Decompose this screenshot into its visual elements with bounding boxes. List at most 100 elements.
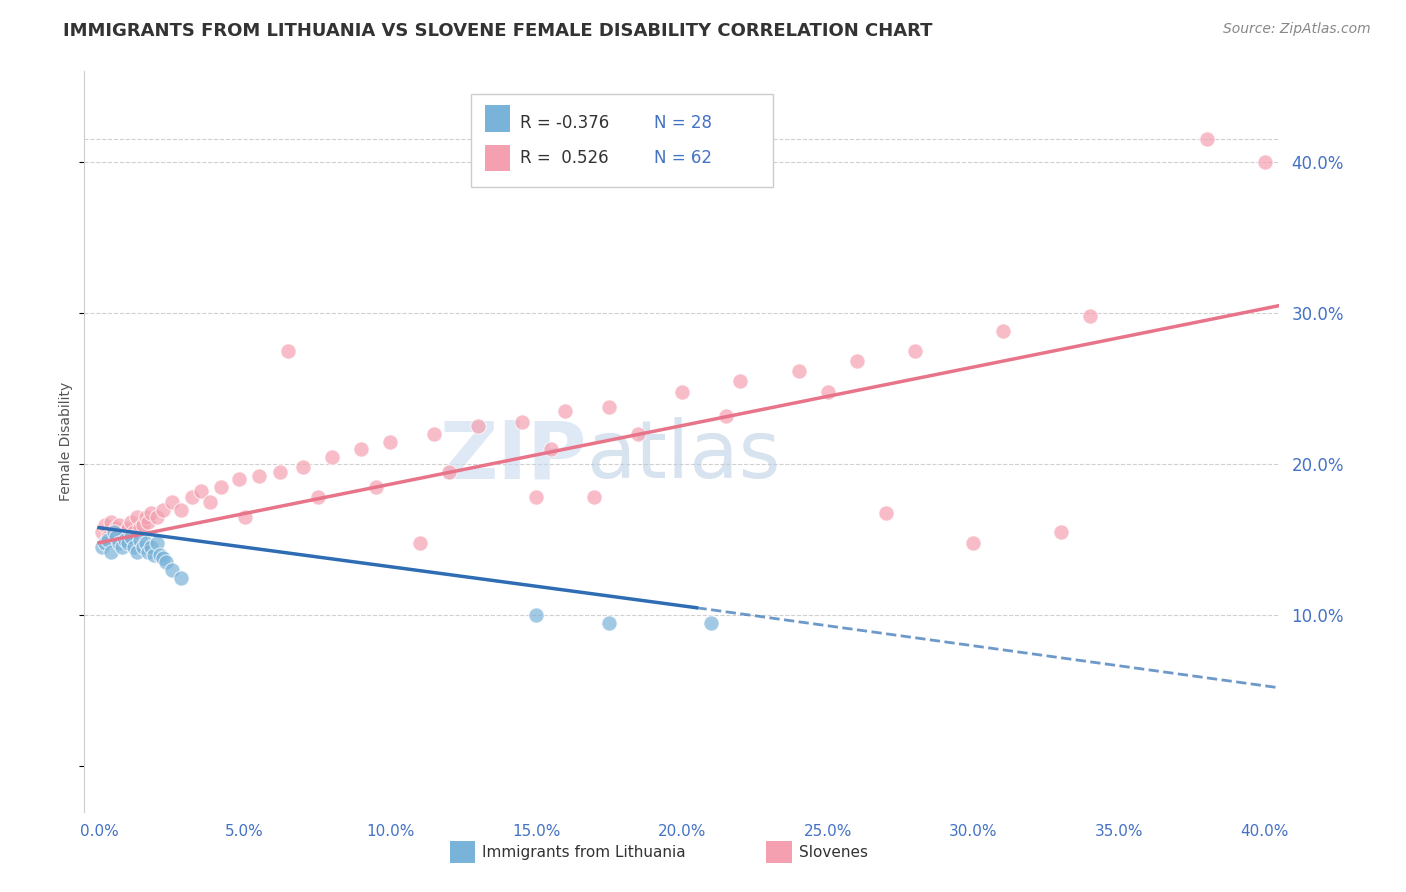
- Point: [90, 525, 112, 540]
- Point: [321, 450, 343, 464]
- Point: [700, 615, 723, 630]
- Point: [1195, 132, 1218, 146]
- Point: [554, 404, 576, 418]
- Point: [169, 502, 191, 516]
- Point: [135, 510, 157, 524]
- Point: [198, 495, 221, 509]
- Point: [583, 491, 606, 505]
- Point: [524, 608, 547, 623]
- Point: [111, 541, 134, 555]
- Point: [209, 480, 232, 494]
- Point: [152, 502, 174, 516]
- Text: N = 62: N = 62: [654, 149, 711, 167]
- Point: [128, 533, 150, 547]
- Point: [277, 343, 299, 358]
- Point: [131, 541, 153, 555]
- Point: [128, 521, 150, 535]
- Point: [141, 541, 163, 555]
- Point: [138, 545, 160, 559]
- Point: [408, 535, 430, 549]
- Text: Immigrants from Lithuania: Immigrants from Lithuania: [482, 846, 686, 860]
- Point: [510, 415, 533, 429]
- Point: [671, 384, 693, 399]
- Text: Source: ZipAtlas.com: Source: ZipAtlas.com: [1223, 22, 1371, 37]
- Point: [1050, 525, 1073, 540]
- Point: [190, 484, 212, 499]
- Point: [598, 400, 620, 414]
- Point: [962, 535, 984, 549]
- Text: ZIP: ZIP: [439, 417, 586, 495]
- Text: R = -0.376: R = -0.376: [520, 114, 609, 132]
- Point: [817, 384, 839, 399]
- Point: [160, 563, 183, 577]
- Point: [117, 521, 139, 535]
- Point: [540, 442, 562, 456]
- Point: [97, 530, 120, 544]
- Point: [114, 525, 136, 540]
- Point: [100, 545, 122, 559]
- Point: [307, 491, 329, 505]
- Point: [131, 517, 153, 532]
- Point: [105, 530, 128, 544]
- Point: [108, 535, 131, 549]
- Point: [149, 548, 172, 562]
- Text: IMMIGRANTS FROM LITHUANIA VS SLOVENE FEMALE DISABILITY CORRELATION CHART: IMMIGRANTS FROM LITHUANIA VS SLOVENE FEM…: [63, 22, 932, 40]
- Point: [146, 535, 169, 549]
- Point: [143, 548, 166, 562]
- Point: [714, 409, 737, 423]
- Point: [125, 545, 148, 559]
- Point: [100, 515, 122, 529]
- Point: [135, 535, 157, 549]
- Point: [122, 541, 145, 555]
- Y-axis label: Female Disability: Female Disability: [59, 382, 73, 501]
- Point: [787, 363, 810, 377]
- Point: [904, 343, 927, 358]
- Point: [152, 550, 174, 565]
- Point: [228, 472, 250, 486]
- Point: [291, 460, 314, 475]
- Point: [97, 533, 120, 547]
- Point: [105, 521, 128, 535]
- Point: [598, 615, 620, 630]
- Point: [120, 530, 142, 544]
- Point: [437, 465, 460, 479]
- Point: [117, 535, 139, 549]
- Text: Slovenes: Slovenes: [799, 846, 868, 860]
- Point: [364, 480, 387, 494]
- Point: [233, 510, 256, 524]
- Point: [247, 469, 270, 483]
- Point: [125, 510, 148, 524]
- Point: [875, 506, 897, 520]
- Point: [181, 491, 204, 505]
- Point: [728, 374, 751, 388]
- Point: [111, 530, 134, 544]
- Point: [160, 495, 183, 509]
- Point: [94, 517, 117, 532]
- Point: [627, 427, 650, 442]
- Point: [94, 535, 117, 549]
- Point: [524, 491, 547, 505]
- Point: [108, 517, 131, 532]
- Point: [114, 533, 136, 547]
- Point: [991, 324, 1014, 338]
- Point: [103, 525, 125, 540]
- Point: [138, 515, 160, 529]
- Text: N = 28: N = 28: [654, 114, 711, 132]
- Point: [845, 354, 868, 368]
- Point: [120, 515, 142, 529]
- Point: [122, 525, 145, 540]
- Text: atlas: atlas: [586, 417, 780, 495]
- Text: R =  0.526: R = 0.526: [520, 149, 609, 167]
- Point: [155, 556, 177, 570]
- Point: [103, 525, 125, 540]
- Point: [1078, 309, 1101, 323]
- Point: [169, 570, 191, 584]
- Point: [467, 419, 489, 434]
- Point: [146, 510, 169, 524]
- Point: [269, 465, 291, 479]
- Point: [423, 427, 446, 442]
- Point: [90, 541, 112, 555]
- Point: [380, 434, 402, 449]
- Point: [350, 442, 373, 456]
- Point: [141, 506, 163, 520]
